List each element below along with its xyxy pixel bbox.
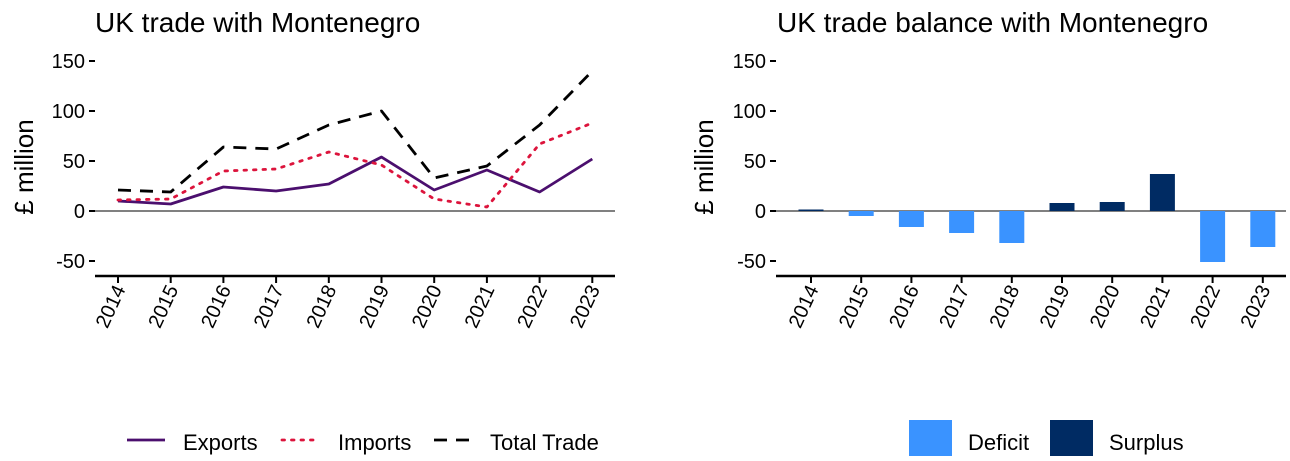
y-tick-label: 100 [733, 101, 766, 123]
x-tick-label: 2017 [935, 282, 974, 332]
x-tick-label: 2014 [92, 282, 131, 332]
balance-bar-chart: UK trade balance with Montenegro £ milli… [689, 7, 1286, 456]
series-line-total-trade [117, 70, 594, 194]
x-ticks: 2014 2015 2016 2017 2018 2019 2020 2021 2022 2023 [92, 276, 605, 331]
x-tick-label: 2021 [1136, 282, 1175, 332]
legend-swatch [1050, 420, 1093, 456]
bars [798, 174, 1276, 262]
y-tick-label: -50 [56, 251, 85, 273]
bar-2022 [1200, 211, 1226, 262]
bar-2016 [898, 211, 924, 227]
series-line-imports [116, 121, 594, 209]
y-tick-label: 100 [52, 101, 85, 123]
x-tick-label: 2018 [303, 282, 342, 332]
x-tick-label: 2019 [1036, 282, 1075, 332]
x-tick-label: 2015 [835, 282, 874, 332]
x-tick-label: 2014 [785, 282, 824, 332]
bar-2014 [798, 209, 824, 211]
x-tick-label: 2015 [144, 282, 183, 332]
y-tick-label: 0 [74, 201, 85, 223]
x-tick-label: 2023 [566, 282, 605, 332]
legend-label: Total Trade [490, 430, 599, 455]
chart-title: UK trade balance with Montenegro [777, 7, 1208, 38]
legend-swatch [909, 420, 952, 456]
chart-title: UK trade with Montenegro [95, 7, 420, 38]
series-lines [116, 70, 594, 209]
x-tick-label: 2016 [197, 282, 236, 332]
x-ticks: 2014 2015 2016 2017 2018 2019 2020 2021 2022 2023 [785, 276, 1276, 332]
legend-label: Deficit [968, 430, 1029, 455]
y-tick-label: 150 [733, 51, 766, 73]
bar-2018 [999, 211, 1025, 243]
y-tick-label: 150 [52, 51, 85, 73]
x-tick-label: 2023 [1237, 282, 1276, 332]
bar-2015 [848, 211, 874, 216]
bar-2021 [1149, 174, 1175, 211]
y-axis-label: £ million [689, 119, 719, 214]
x-tick-label: 2021 [461, 282, 500, 332]
legend-label: Imports [338, 430, 411, 455]
y-ticks: -50 0 50 100 150 [733, 51, 776, 273]
x-tick-label: 2020 [1086, 282, 1125, 332]
bar-2020 [1099, 202, 1125, 211]
y-ticks: -50 0 50 100 150 [52, 51, 95, 273]
trade-line-chart: UK trade with Montenegro £ million -50 0 5… [9, 7, 615, 455]
bar-2023 [1250, 211, 1276, 247]
x-tick-label: 2019 [355, 282, 394, 332]
y-tick-label: 50 [63, 151, 85, 173]
x-tick-label: 2020 [408, 282, 447, 332]
legend: Exports Imports Total Trade [127, 430, 599, 455]
y-axis-label: £ million [9, 119, 39, 214]
x-tick-label: 2017 [250, 282, 289, 332]
x-tick-label: 2018 [986, 282, 1025, 332]
x-tick-label: 2022 [1186, 282, 1225, 332]
y-tick-label: 0 [755, 201, 766, 223]
y-tick-label: 50 [744, 151, 766, 173]
legend-label: Surplus [1109, 430, 1184, 455]
legend-label: Exports [183, 430, 258, 455]
x-tick-label: 2022 [513, 282, 552, 332]
x-tick-label: 2016 [885, 282, 924, 332]
bar-2019 [1049, 203, 1075, 211]
bar-2017 [949, 211, 975, 233]
y-tick-label: -50 [737, 251, 766, 273]
legend: Deficit Surplus [909, 420, 1184, 456]
series-line-exports [117, 155, 594, 206]
